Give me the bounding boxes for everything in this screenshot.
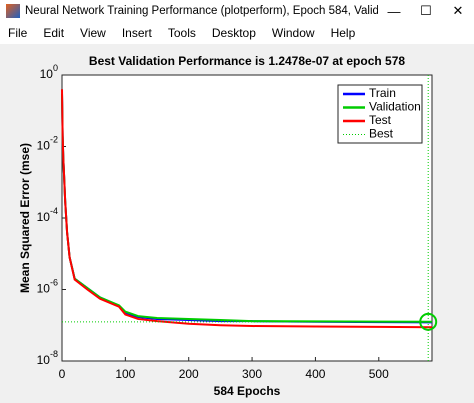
menu-item[interactable]: Help xyxy=(330,26,356,40)
y-tick-exponent: -4 xyxy=(50,206,58,216)
app-icon xyxy=(6,4,20,18)
legend-label: Train xyxy=(369,86,396,100)
maximize-button[interactable]: ☐ xyxy=(420,3,432,18)
y-tick-label: 10-6 xyxy=(37,278,58,296)
menu-item[interactable]: Desktop xyxy=(211,26,256,40)
x-tick-label: 200 xyxy=(179,367,199,381)
y-tick-base: 10 xyxy=(37,139,51,153)
chart: Best Validation Performance is 1.2478e-0… xyxy=(0,44,474,403)
y-tick-label: 10-4 xyxy=(37,206,58,224)
chart-title: Best Validation Performance is 1.2478e-0… xyxy=(89,54,405,68)
legend-label: Test xyxy=(369,113,392,127)
y-tick-label: 10-2 xyxy=(37,135,58,153)
menu-item[interactable]: View xyxy=(80,26,106,40)
y-tick-exponent: 0 xyxy=(53,63,58,73)
y-tick-exponent: -2 xyxy=(50,135,58,145)
x-tick-label: 400 xyxy=(305,367,325,381)
y-tick-label: 10-8 xyxy=(37,349,58,367)
close-button[interactable]: ✕ xyxy=(452,3,464,18)
y-axis-label: Mean Squared Error (mse) xyxy=(18,143,32,293)
menu-bar: File Edit View Insert Tools Desktop Window Help xyxy=(0,22,474,44)
x-axis-label: 584 Epochs xyxy=(214,384,281,398)
y-tick-base: 10 xyxy=(40,67,54,81)
x-tick-label: 0 xyxy=(59,367,66,381)
x-tick-label: 100 xyxy=(115,367,135,381)
window-title: Neural Network Training Performance (plo… xyxy=(25,5,378,17)
y-tick-exponent: -8 xyxy=(50,349,58,359)
y-tick-exponent: -6 xyxy=(50,278,58,288)
y-tick-label: 100 xyxy=(40,63,58,81)
x-tick-label: 300 xyxy=(242,367,262,381)
y-tick-base: 10 xyxy=(37,353,51,367)
menu-item[interactable]: Edit xyxy=(43,26,65,40)
menu-item[interactable]: Window xyxy=(271,26,315,40)
best-marker xyxy=(419,312,438,331)
title-bar: Neural Network Training Performance (plo… xyxy=(0,0,474,22)
y-tick-base: 10 xyxy=(37,210,51,224)
menu-item[interactable]: Insert xyxy=(121,26,152,40)
minimize-button[interactable]: — xyxy=(387,3,401,19)
legend-label: Best xyxy=(369,127,394,141)
y-tick-base: 10 xyxy=(37,282,51,296)
series-line xyxy=(61,89,433,329)
legend-label: Validation xyxy=(369,100,421,114)
x-tick-label: 500 xyxy=(369,367,389,381)
menu-item[interactable]: File xyxy=(8,26,28,40)
menu-item[interactable]: Tools xyxy=(167,26,196,40)
